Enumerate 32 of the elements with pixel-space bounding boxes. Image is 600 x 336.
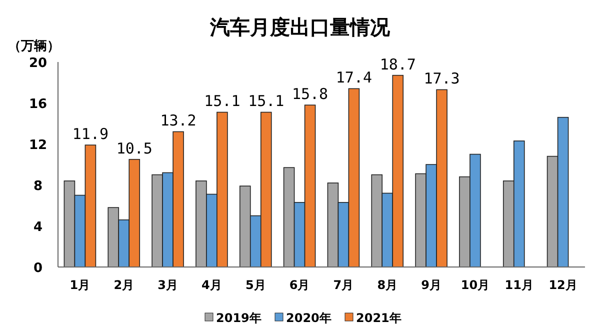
y-tick-label: 20 [28, 56, 48, 71]
x-tick-label: 1月 [70, 278, 90, 292]
x-tick-label: 3月 [158, 278, 178, 292]
data-label: 17.3 [424, 70, 460, 88]
y-tick-label: 8 [33, 179, 43, 194]
x-tick-label: 6月 [289, 278, 310, 292]
data-label: 15.1 [248, 92, 284, 110]
x-tick-label: 12月 [548, 278, 578, 292]
y-tick-label: 16 [28, 97, 48, 112]
data-label: 10.5 [116, 139, 152, 158]
data-label: 11.9 [72, 125, 109, 144]
chart-title: 汽车月度出口量情况 [209, 15, 391, 39]
legend-label: 2020年 [286, 311, 332, 325]
y-tick-label: 0 [33, 261, 43, 276]
x-tick-label: 10月 [460, 278, 490, 292]
x-tick-label: 7月 [333, 278, 354, 292]
x-tick-label: 11月 [504, 278, 534, 292]
data-label: 18.7 [380, 55, 416, 74]
legend-label: 2019年 [216, 311, 262, 325]
data-label: 15.1 [204, 92, 240, 110]
data-label: 17.4 [336, 68, 372, 87]
x-tick-label: 2月 [114, 278, 134, 292]
x-tick-label: 8月 [377, 278, 398, 292]
y-tick-label: 4 [33, 220, 43, 235]
x-tick-label: 5月 [245, 278, 266, 292]
legend-label: 2021年 [356, 311, 402, 325]
x-tick-label: 9月 [421, 278, 442, 292]
y-tick-label: 12 [28, 138, 48, 153]
data-label: 15.8 [292, 85, 328, 104]
y-axis-title: （万辆） [8, 39, 60, 54]
data-label: 13.2 [160, 112, 196, 130]
x-tick-label: 4月 [202, 278, 222, 292]
